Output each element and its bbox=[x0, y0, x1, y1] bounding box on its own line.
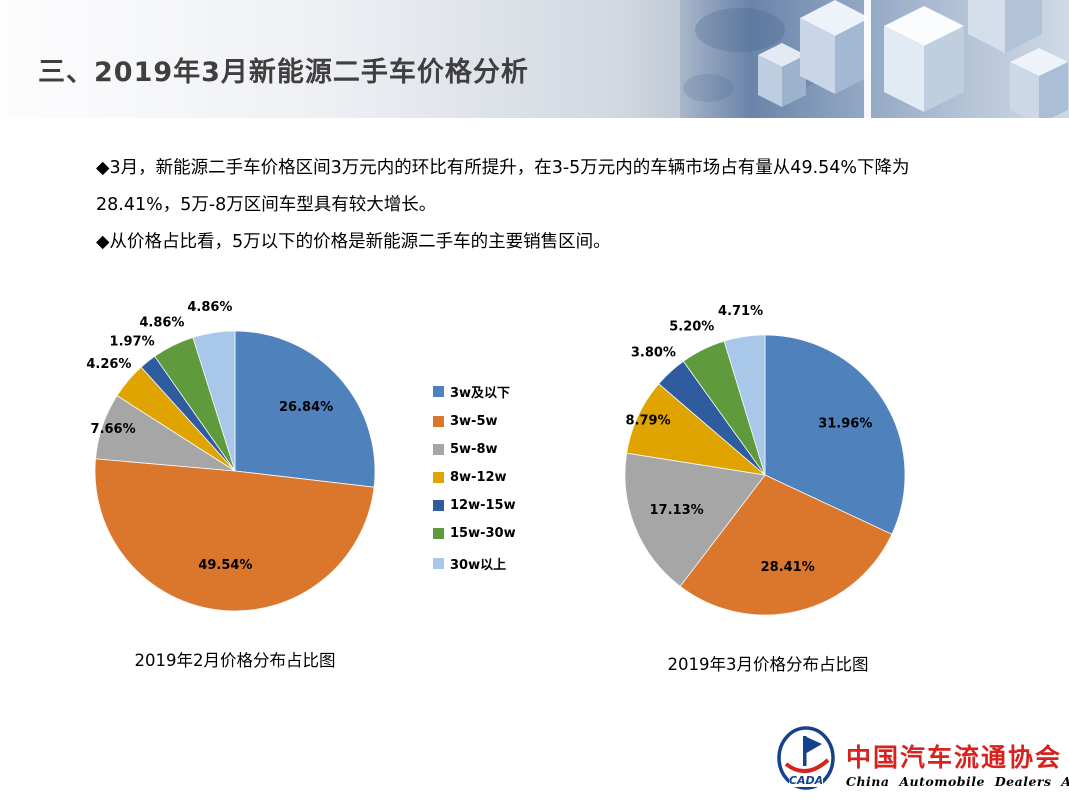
cada-emblem-icon: CADA bbox=[777, 726, 835, 790]
pie-data-label: 4.26% bbox=[86, 357, 131, 372]
slide-body-text: ◆3月，新能源二手车价格区间3万元内的环比有所提升，在3-5万元内的车辆市场占有… bbox=[96, 150, 996, 261]
legend-label: 15w-30w bbox=[450, 526, 516, 541]
legend-item: 8w-12w bbox=[433, 470, 516, 485]
legend-label: 12w-15w bbox=[450, 498, 516, 513]
pie-data-label: 5.20% bbox=[669, 319, 714, 334]
pie-data-label: 28.41% bbox=[761, 560, 815, 575]
map-blob bbox=[683, 74, 733, 102]
body-line-3: ◆从价格占比看，5万以下的价格是新能源二手车的主要销售区间。 bbox=[96, 232, 611, 252]
slide-title: 三、2019年3月新能源二手车价格分析 bbox=[38, 57, 529, 88]
cada-logo: CADA 中国汽车流通协会 China Automobile Dealers A… bbox=[776, 722, 1069, 800]
legend-swatch bbox=[433, 558, 444, 569]
legend-item: 15w-30w bbox=[433, 526, 516, 541]
pie-data-label: 4.86% bbox=[139, 315, 184, 330]
legend-label: 30w以上 bbox=[450, 558, 507, 573]
chart-caption-feb: 2019年2月价格分布占比图 bbox=[134, 651, 336, 670]
cada-abbr-text: CADA bbox=[789, 774, 823, 787]
legend-label: 3w-5w bbox=[450, 414, 498, 429]
pie-slice-30w以上 bbox=[192, 330, 236, 472]
logo-org-name-cn: 中国汽车流通协会 bbox=[846, 743, 1063, 772]
legend-swatch bbox=[433, 444, 444, 455]
legend-swatch bbox=[433, 416, 444, 427]
pie-data-label: 3.80% bbox=[631, 346, 676, 361]
header-cubes-graphic bbox=[680, 0, 1069, 118]
legend-swatch bbox=[433, 472, 444, 483]
legend-label: 8w-12w bbox=[450, 470, 507, 485]
slide-header: 三、2019年3月新能源二手车价格分析 bbox=[0, 0, 1069, 118]
cube-graphic bbox=[758, 43, 806, 107]
pie-slice-3w-5w bbox=[94, 458, 375, 612]
pie-data-label: 49.54% bbox=[198, 558, 252, 573]
pie-data-label: 4.71% bbox=[718, 304, 763, 319]
chart-caption-mar: 2019年3月价格分布占比图 bbox=[667, 655, 869, 674]
legend-item: 3w及以下 bbox=[433, 382, 516, 401]
pie-slice-3w及以下 bbox=[234, 330, 376, 488]
pie-svg-mar: 31.96% 28.41% 17.13% 8.79% 3.80% 5.20% 4.71% bbox=[624, 304, 906, 616]
pie-chart-mar: 31.96% 28.41% 17.13% 8.79% 3.80% 5.20% 4.71% bbox=[575, 285, 955, 665]
chart-legend: 3w及以下 3w-5w 5w-8w 8w-12w 12w-15w 15w-30w… bbox=[433, 382, 516, 573]
body-line-2: 28.41%，5万-8万区间车型具有较大增长。 bbox=[96, 195, 437, 215]
legend-item: 12w-15w bbox=[433, 498, 516, 513]
body-line-1: ◆3月，新能源二手车价格区间3万元内的环比有所提升，在3-5万元内的车辆市场占有… bbox=[96, 158, 910, 178]
pie-slice-3w及以下 bbox=[764, 334, 906, 535]
cube-graphic bbox=[1010, 48, 1068, 118]
pie-svg-feb: 26.84% 49.54% 7.66% 4.26% 1.97% 4.86%4.86% bbox=[86, 300, 376, 612]
pie-slice-5w-8w bbox=[624, 452, 766, 587]
pie-data-label: 7.66% bbox=[91, 422, 136, 437]
legend-item: 30w以上 bbox=[433, 554, 516, 573]
legend-label: 3w及以下 bbox=[450, 386, 511, 401]
pie-data-label: 31.96% bbox=[818, 416, 872, 431]
pie-data-label: 26.84% bbox=[279, 400, 333, 415]
legend-swatch bbox=[433, 528, 444, 539]
pie-data-label: 4.86% bbox=[187, 300, 232, 315]
cube-graphic bbox=[968, 0, 1042, 53]
header-divider-stripe bbox=[864, 0, 871, 118]
legend-item: 3w-5w bbox=[433, 414, 516, 429]
header-decorative-image bbox=[680, 0, 1069, 118]
map-blob bbox=[695, 8, 785, 52]
pie-slice-3w-5w bbox=[679, 474, 893, 616]
pie-chart-feb: 26.84% 49.54% 7.66% 4.26% 1.97% 4.86% 4.86% bbox=[45, 281, 425, 661]
legend-label: 5w-8w bbox=[450, 442, 498, 457]
pie-data-label: 1.97% bbox=[110, 334, 155, 349]
legend-swatch bbox=[433, 500, 444, 511]
pie-data-label: 8.79% bbox=[626, 413, 671, 428]
logo-org-name-en: China Automobile Dealers Association bbox=[846, 774, 1069, 789]
cube-graphic bbox=[800, 0, 870, 94]
pie-data-label: 17.13% bbox=[650, 503, 704, 518]
pie-slice-30w以上 bbox=[723, 334, 766, 476]
legend-item: 5w-8w bbox=[433, 442, 516, 457]
legend-swatch bbox=[433, 386, 444, 397]
cube-graphic bbox=[884, 6, 964, 112]
